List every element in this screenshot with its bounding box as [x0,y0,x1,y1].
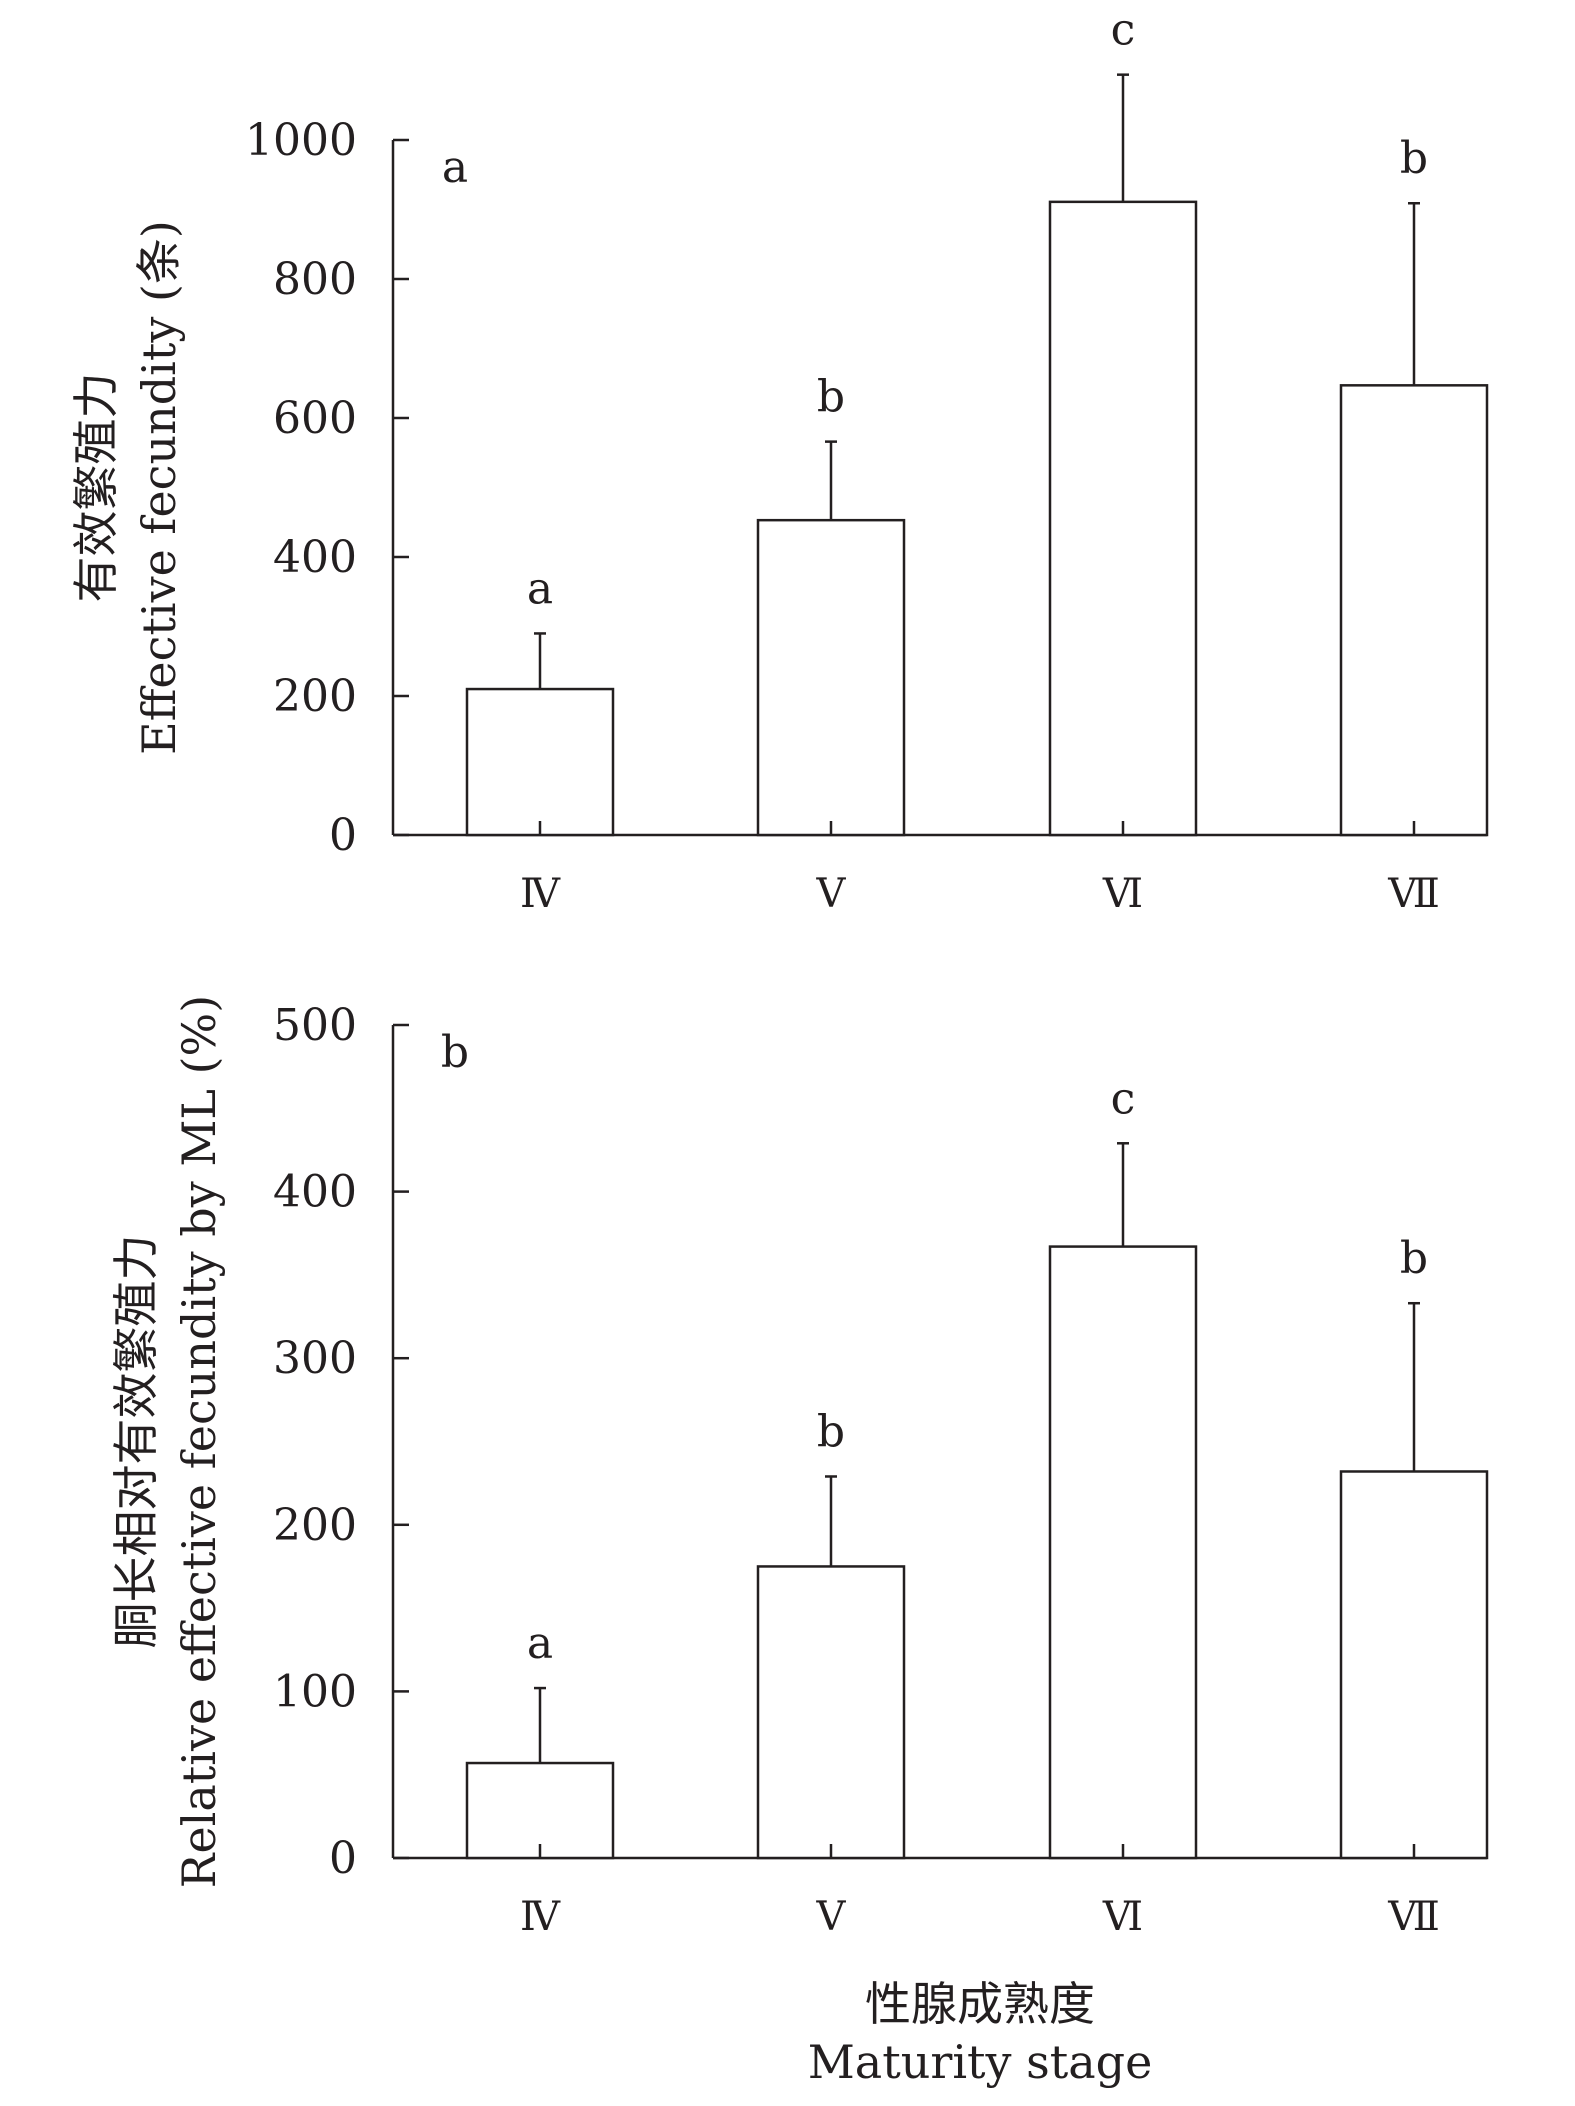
y-tick-label: 800 [273,254,357,305]
y-axis-title-en: Effective fecundity (条) [132,220,186,755]
bar [465,687,615,837]
x-tick-label: Ⅴ [816,871,847,917]
x-tick-label: Ⅴ [816,1894,847,1940]
y-tick-label: 500 [273,1000,357,1051]
bar [756,518,906,837]
bar [1048,200,1198,837]
x-tick-label: Ⅳ [520,871,561,917]
bar [1048,1245,1198,1860]
y-axis-title-en: Relative effective fecundity by ML (%) [172,995,226,1888]
significance-letter: a [527,563,553,614]
bar [1339,384,1489,837]
significance-letter: b [1400,1233,1428,1284]
y-tick-label: 600 [273,393,357,444]
panel-label: a [442,142,468,193]
y-tick-label: 200 [273,1500,357,1551]
bar [465,1761,615,1860]
x-tick-label: Ⅵ [1102,1894,1143,1940]
significance-letter: a [527,1618,553,1669]
significance-letter: c [1111,5,1136,56]
y-tick-label: 0 [329,810,357,861]
y-tick-label: 100 [273,1666,357,1717]
bar [1339,1470,1489,1860]
y-tick-label: 200 [273,671,357,722]
y-tick-label: 400 [273,1167,357,1218]
significance-letter: c [1111,1073,1136,1124]
bar [756,1565,906,1860]
y-tick-label: 400 [273,532,357,583]
panel-label: b [441,1027,469,1078]
x-axis-title-cn: 性腺成熟度 [865,1977,1095,2031]
significance-letter: b [817,372,845,423]
significance-letter: b [817,1406,845,1457]
y-axis-title-cn: 有效繁殖力 [69,373,123,603]
y-tick-label: 0 [329,1833,357,1884]
x-tick-label: Ⅶ [1387,871,1440,917]
x-tick-label: Ⅶ [1387,1894,1440,1940]
x-axis-title-en: Maturity stage [808,2035,1153,2089]
x-tick-label: Ⅵ [1102,871,1143,917]
y-tick-label: 1000 [245,115,357,166]
significance-letter: b [1400,133,1428,184]
y-tick-label: 300 [273,1333,357,1384]
x-tick-label: Ⅳ [520,1894,561,1940]
y-axis-title-cn: 胴长相对有效繁殖力 [109,1235,163,1649]
